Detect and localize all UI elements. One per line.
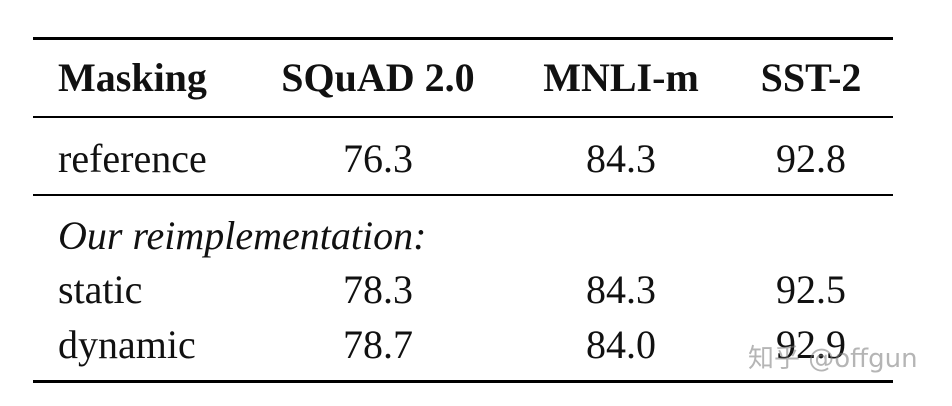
- bottom-rule: [33, 380, 893, 383]
- header-mnli: MNLI-m: [543, 55, 699, 100]
- static-sst2-value: 92.5: [776, 267, 846, 312]
- dynamic-mnli-value: 84.0: [586, 322, 656, 367]
- section-title: Our reimplementation:: [58, 213, 427, 258]
- dynamic-label: dynamic: [58, 322, 196, 367]
- dynamic-squad-value: 78.7: [343, 322, 413, 367]
- top-rule: [33, 37, 893, 40]
- watermark: 知乎 @offgun: [748, 344, 918, 374]
- reference-mnli-value: 84.3: [586, 136, 656, 181]
- static-label: static: [58, 267, 143, 312]
- header-squad: SQuAD 2.0: [281, 55, 475, 100]
- dynamic-sst2-value: 92.9: [776, 322, 846, 367]
- header-rule: [33, 116, 893, 118]
- static-squad-value: 78.3: [343, 267, 413, 312]
- header-sst2: SST-2: [760, 55, 862, 100]
- header-masking: Masking: [58, 55, 207, 100]
- reference-squad-value: 76.3: [343, 136, 413, 181]
- reference-sst2-value: 92.8: [776, 136, 846, 181]
- section-rule: [33, 194, 893, 196]
- static-mnli-value: 84.3: [586, 267, 656, 312]
- reference-label: reference: [58, 136, 207, 181]
